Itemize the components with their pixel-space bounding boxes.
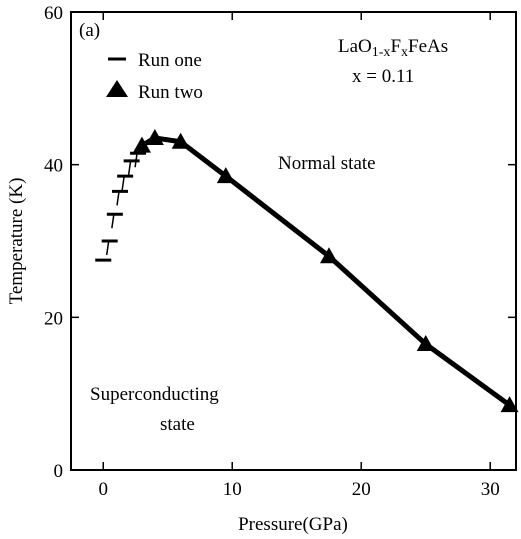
- x-tick-label-1: 10: [223, 479, 242, 500]
- errorbar-run-one-1: [105, 240, 110, 256]
- legend-label-run-two: Run two: [138, 82, 203, 103]
- y-tick-label-0: 0: [54, 461, 64, 482]
- point-run-two-5: [416, 335, 435, 352]
- legend-label-run-one: Run one: [138, 50, 202, 71]
- errorbar-run-one-2: [111, 214, 115, 229]
- superconducting-state-label-line2: state: [160, 414, 195, 435]
- legend: Run one Run two: [106, 50, 203, 103]
- point-run-two-0: [132, 136, 151, 153]
- y-tick-label-2: 40: [44, 156, 63, 177]
- y-tick-label-1: 20: [44, 308, 63, 329]
- y-tick-label-3: 60: [44, 3, 63, 24]
- x-tick-label-0: 0: [98, 479, 108, 500]
- compound-label: LaO1-xFxFeAs: [338, 36, 448, 60]
- point-run-two-2: [171, 132, 190, 149]
- series-line-run-two: [140, 135, 512, 408]
- x-tick-label-2: 20: [352, 479, 371, 500]
- normal-state-label: Normal state: [278, 153, 376, 174]
- point-run-two-3: [216, 167, 235, 184]
- errorbar-run-one-6: [134, 153, 138, 168]
- point-run-two-6: [500, 396, 519, 413]
- point-run-two-4: [319, 247, 338, 264]
- x-tick-label-3: 30: [481, 479, 500, 500]
- x-axis-label: Pressure(GPa): [238, 514, 348, 535]
- point-run-two-1: [145, 128, 164, 145]
- errorbar-run-one-4: [121, 176, 125, 191]
- legend-marker-run-two: [106, 80, 128, 97]
- superconducting-state-label-line1: Superconducting: [90, 384, 219, 405]
- plot-frame: [70, 11, 517, 471]
- y-axis-label: Temperature (K): [6, 178, 27, 305]
- errorbar-run-one-3: [116, 191, 120, 206]
- errorbar-run-one-5: [127, 160, 132, 175]
- doping-label: x = 0.11: [352, 66, 414, 87]
- panel-label: (a): [79, 20, 100, 41]
